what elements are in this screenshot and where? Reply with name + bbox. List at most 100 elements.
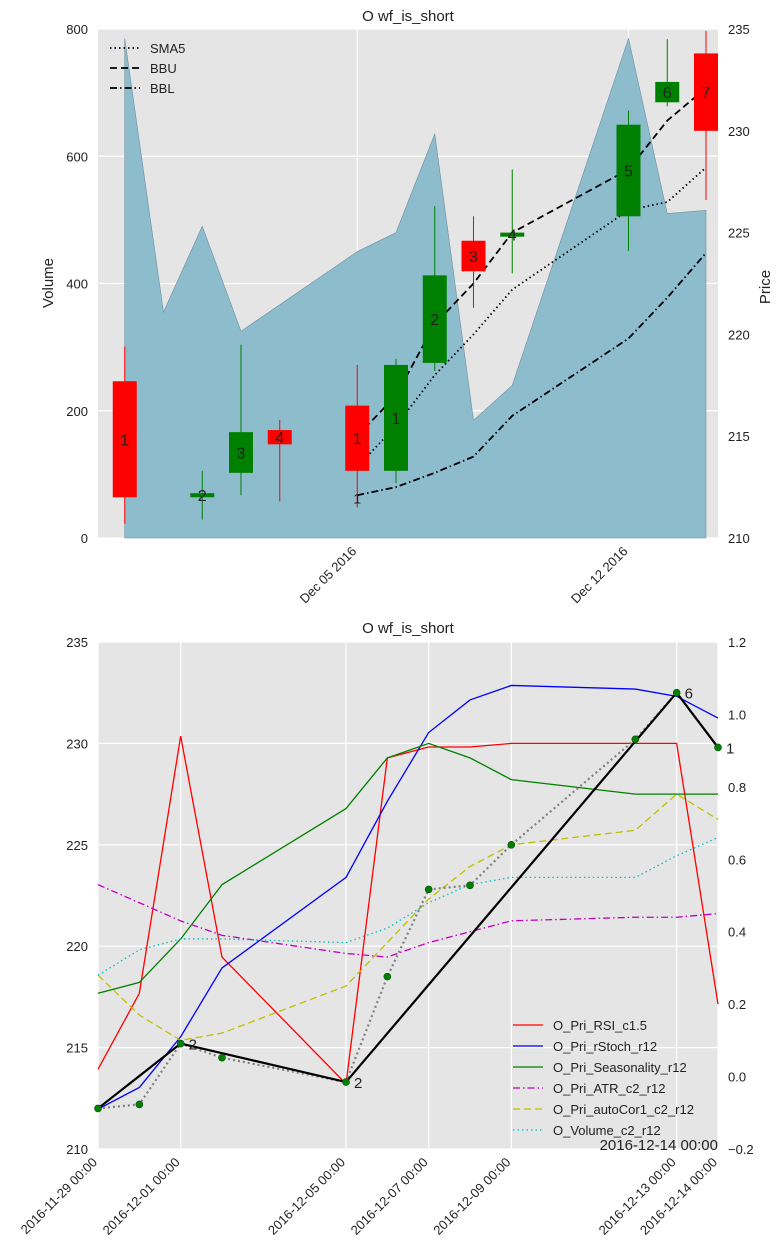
candle-body xyxy=(616,124,641,217)
right-tick-label: 230 xyxy=(728,124,750,139)
right-tick-label: 0.2 xyxy=(728,997,746,1012)
left-tick-label: 400 xyxy=(66,277,88,292)
top-volume-area xyxy=(124,37,707,539)
indicator-line-o-pri-atr-c2-r12 xyxy=(97,884,719,958)
legend-entry: O_Pri_autoCor1_c2_r12 xyxy=(553,1102,694,1117)
x-tick-label: 2016-12-07 00:00 xyxy=(348,1155,431,1238)
left-tick-label: 225 xyxy=(66,838,88,853)
candle-body xyxy=(190,493,215,498)
candle-label: 6 xyxy=(663,85,672,102)
candle-body xyxy=(267,430,292,445)
close-marker xyxy=(176,1039,185,1048)
candle-label: 3 xyxy=(237,445,246,462)
bottom-plot-background xyxy=(98,642,718,1149)
right-tick-label: 1.0 xyxy=(728,707,746,722)
right-tick-label: 215 xyxy=(728,429,750,444)
bottom-x-axis-ticks: 2016-11-29 00:00 2016-12-01 00:00 2016-12-… xyxy=(18,1155,721,1238)
candle-label: 1 xyxy=(353,431,362,448)
top-candle-labels: 1 2 3 4 1 1 2 3 4 5 6 7 1 xyxy=(120,85,710,506)
close-dotted-line xyxy=(97,690,719,1110)
indicator-line-o-pri-autocor1-c2-r12 xyxy=(97,793,719,1042)
legend-entry: BBL xyxy=(150,81,175,96)
right-tick-label: 225 xyxy=(728,226,750,241)
zigzag-label: 6 xyxy=(685,686,693,703)
right-tick-label: 0.8 xyxy=(728,780,746,795)
right-tick-label: −0.2 xyxy=(728,1142,754,1157)
candle-body xyxy=(655,81,680,103)
left-tick-label: 220 xyxy=(66,939,88,954)
left-tick-label: 200 xyxy=(66,404,88,419)
x-tick-label: 2016-12-13 00:00 xyxy=(596,1155,679,1238)
bottom-date-annotation: 2016-12-14 00:00 xyxy=(600,1137,718,1154)
candle-body xyxy=(694,53,718,131)
top-left-axis-ticks: 0 200 400 600 800 xyxy=(66,22,88,546)
x-tick-label: 2016-12-01 00:00 xyxy=(100,1155,183,1238)
series-line-bbl xyxy=(357,252,707,497)
top-chart-title: O wf_is_short xyxy=(362,8,455,25)
legend-entry: O_Pri_ATR_c2_r12 xyxy=(553,1081,665,1096)
indicator-line-o-pri-rstoch-r12 xyxy=(97,684,719,1110)
top-candles xyxy=(112,31,718,524)
right-tick-label: 1.2 xyxy=(728,635,746,650)
x-tick-label: Dec 12 2016 xyxy=(568,544,631,607)
bottom-indicator-lines xyxy=(97,684,719,1110)
candle-body xyxy=(112,381,137,498)
x-tick-label: 2016-12-14 00:00 xyxy=(637,1155,720,1238)
indicator-line-o-pri-rsi-c1-5 xyxy=(97,736,719,1086)
indicator-line-o-volume-c2-r12 xyxy=(97,836,719,976)
close-marker xyxy=(507,840,516,849)
candle-label: 4 xyxy=(508,228,517,245)
x-tick-label: 2016-12-05 00:00 xyxy=(265,1155,348,1238)
candle-label: 3 xyxy=(469,249,478,266)
legend-entry: O_Pri_Seasonality_r12 xyxy=(553,1060,687,1075)
x-tick-label: Dec 05 2016 xyxy=(297,544,360,607)
zigzag-label: 2 xyxy=(189,1037,197,1054)
close-marker xyxy=(424,885,433,894)
top-x-axis-ticks: Dec 05 2016 Dec 12 2016 xyxy=(297,544,631,607)
zigzag-label: 2 xyxy=(354,1075,362,1092)
close-marker xyxy=(631,735,640,744)
legend-entry: O_Volume_c2_r12 xyxy=(553,1123,661,1138)
legend-entry: O_Pri_rStoch_r12 xyxy=(553,1039,657,1054)
close-marker xyxy=(383,972,392,981)
bottom-chart-title: O wf_is_short xyxy=(362,620,455,637)
candle-body xyxy=(422,275,447,363)
candle-label: 1 xyxy=(120,432,129,449)
close-marker xyxy=(342,1078,350,1086)
x-tick-label: 2016-12-09 00:00 xyxy=(430,1155,513,1238)
left-tick-label: 210 xyxy=(66,1142,88,1157)
bottom-legend: O_Pri_RSI_c1.5 O_Pri_rStoch_r12 O_Pri_Seas… xyxy=(513,1018,694,1138)
candle-label: 4 xyxy=(275,430,284,447)
zigzag-label: 1 xyxy=(726,740,734,757)
close-marker xyxy=(135,1100,144,1109)
candle-body xyxy=(384,364,408,471)
close-marker xyxy=(94,1104,102,1113)
bottom-right-axis-ticks: −0.2 0.0 0.2 0.4 0.6 0.8 1.0 1.2 xyxy=(728,635,754,1157)
legend-entry: SMA5 xyxy=(150,41,185,56)
right-tick-label: 0.0 xyxy=(728,1070,746,1085)
candle-body xyxy=(461,240,486,272)
candle-label: 2 xyxy=(430,312,439,329)
right-tick-label: 220 xyxy=(728,327,750,342)
top-chart: O wf_is_short 1 2 3 4 1 1 2 3 4 5 6 7 1 0 200 400 600 80… xyxy=(40,8,774,606)
candle-label: 5 xyxy=(624,164,633,181)
top-right-axis-ticks: 210 215 220 225 230 235 xyxy=(728,22,750,546)
legend-entry: O_Pri_RSI_c1.5 xyxy=(553,1018,647,1033)
left-tick-label: 600 xyxy=(66,149,88,164)
x-tick-label: 2016-11-29 00:00 xyxy=(18,1155,101,1238)
marker-label: 1 xyxy=(353,490,361,506)
candle-body xyxy=(345,405,370,471)
right-tick-label: 0.6 xyxy=(728,852,746,867)
bottom-left-axis-ticks: 210 215 220 225 230 235 xyxy=(66,635,88,1157)
top-left-axis-label: Volume xyxy=(40,258,57,308)
candle-body xyxy=(229,432,253,473)
indicator-line-o-pri-seasonality-r12 xyxy=(97,742,718,994)
right-tick-label: 210 xyxy=(728,531,750,546)
left-tick-label: 800 xyxy=(66,22,88,37)
left-tick-label: 230 xyxy=(66,736,88,751)
close-marker xyxy=(466,881,474,890)
bottom-price-lines: 2 2 6 1 xyxy=(94,686,734,1113)
left-tick-label: 235 xyxy=(66,635,88,650)
candle-label: 7 xyxy=(702,85,711,102)
